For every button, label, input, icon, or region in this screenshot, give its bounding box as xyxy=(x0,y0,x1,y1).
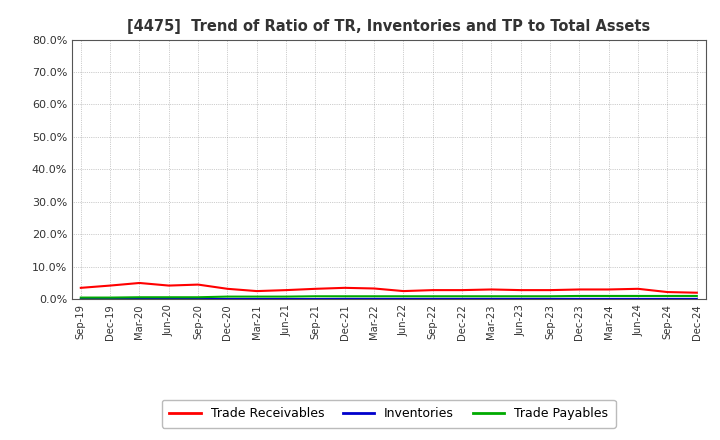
Trade Receivables xyxy=(516,287,525,293)
Inventories xyxy=(663,296,672,301)
Inventories xyxy=(399,296,408,301)
Trade Payables xyxy=(458,293,467,299)
Trade Receivables xyxy=(634,286,642,291)
Trade Receivables xyxy=(76,285,85,290)
Trade Payables xyxy=(311,293,320,299)
Trade Payables xyxy=(605,293,613,299)
Inventories xyxy=(76,297,85,302)
Trade Payables xyxy=(399,293,408,299)
Inventories xyxy=(106,297,114,302)
Trade Payables xyxy=(370,293,379,299)
Trade Receivables xyxy=(399,289,408,294)
Trade Receivables xyxy=(605,287,613,292)
Inventories xyxy=(428,296,437,301)
Trade Receivables xyxy=(253,289,261,294)
Trade Receivables xyxy=(341,285,349,290)
Inventories xyxy=(546,296,554,301)
Trade Receivables xyxy=(194,282,202,287)
Trade Payables xyxy=(135,295,144,300)
Trade Payables xyxy=(487,293,496,299)
Inventories xyxy=(164,297,173,302)
Trade Receivables xyxy=(575,287,584,292)
Trade Payables xyxy=(164,295,173,300)
Trade Payables xyxy=(341,293,349,299)
Inventories xyxy=(311,297,320,302)
Inventories xyxy=(693,296,701,301)
Trade Payables xyxy=(282,294,290,299)
Inventories xyxy=(487,296,496,301)
Trade Payables xyxy=(546,293,554,299)
Trade Payables xyxy=(223,294,232,299)
Trade Payables xyxy=(634,293,642,299)
Line: Trade Payables: Trade Payables xyxy=(81,296,697,297)
Trade Receivables xyxy=(546,287,554,293)
Inventories xyxy=(458,296,467,301)
Inventories xyxy=(370,296,379,301)
Trade Payables xyxy=(663,293,672,299)
Title: [4475]  Trend of Ratio of TR, Inventories and TP to Total Assets: [4475] Trend of Ratio of TR, Inventories… xyxy=(127,19,650,34)
Inventories xyxy=(575,296,584,301)
Trade Receivables xyxy=(663,290,672,295)
Trade Payables xyxy=(693,293,701,299)
Inventories xyxy=(223,297,232,302)
Trade Receivables xyxy=(311,286,320,291)
Inventories xyxy=(516,296,525,301)
Trade Receivables xyxy=(282,287,290,293)
Trade Receivables xyxy=(458,287,467,293)
Trade Receivables xyxy=(135,280,144,286)
Trade Receivables xyxy=(164,283,173,288)
Inventories xyxy=(253,297,261,302)
Line: Trade Receivables: Trade Receivables xyxy=(81,283,697,293)
Inventories xyxy=(341,296,349,301)
Inventories xyxy=(634,296,642,301)
Trade Payables xyxy=(575,293,584,299)
Trade Payables xyxy=(76,295,85,300)
Trade Receivables xyxy=(106,283,114,288)
Legend: Trade Receivables, Inventories, Trade Payables: Trade Receivables, Inventories, Trade Pa… xyxy=(162,400,616,428)
Trade Receivables xyxy=(487,287,496,292)
Trade Receivables xyxy=(370,286,379,291)
Inventories xyxy=(194,297,202,302)
Trade Receivables xyxy=(693,290,701,295)
Inventories xyxy=(282,297,290,302)
Trade Payables xyxy=(253,294,261,299)
Trade Receivables xyxy=(223,286,232,291)
Trade Payables xyxy=(106,295,114,300)
Trade Payables xyxy=(516,293,525,299)
Trade Receivables xyxy=(428,287,437,293)
Inventories xyxy=(605,296,613,301)
Trade Payables xyxy=(428,293,437,299)
Trade Payables xyxy=(194,295,202,300)
Inventories xyxy=(135,297,144,302)
